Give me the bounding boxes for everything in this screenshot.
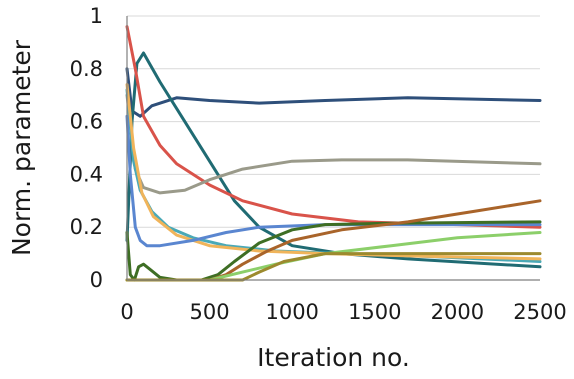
y-tick-label: 0.8 xyxy=(70,57,103,81)
x-axis-title: Iteration no. xyxy=(257,343,410,372)
axes xyxy=(126,16,540,281)
y-tick-label: 0.2 xyxy=(70,215,103,239)
x-tick-label: 1000 xyxy=(265,300,318,324)
series-line-1 xyxy=(125,67,542,118)
x-tick-label: 2500 xyxy=(513,300,566,324)
y-tick-label: 1 xyxy=(90,4,103,28)
x-tick-label: 1500 xyxy=(348,300,401,324)
x-tick-label: 2000 xyxy=(431,300,484,324)
y-axis-title: Norm. parameter xyxy=(7,39,36,256)
y-tick-label: 0 xyxy=(90,268,103,292)
y-tick-label: 0.4 xyxy=(70,162,103,186)
x-tick-label: 0 xyxy=(120,300,133,324)
tick-labels: 0 500 1000 1500 2000 2500 0 0.2 0.4 0.6 0.8 1 xyxy=(70,4,567,324)
series-line-4 xyxy=(125,93,542,195)
series-layer xyxy=(125,25,542,282)
x-tick-label: 500 xyxy=(190,300,230,324)
gridlines xyxy=(127,15,540,228)
y-tick-label: 0.6 xyxy=(70,110,103,134)
